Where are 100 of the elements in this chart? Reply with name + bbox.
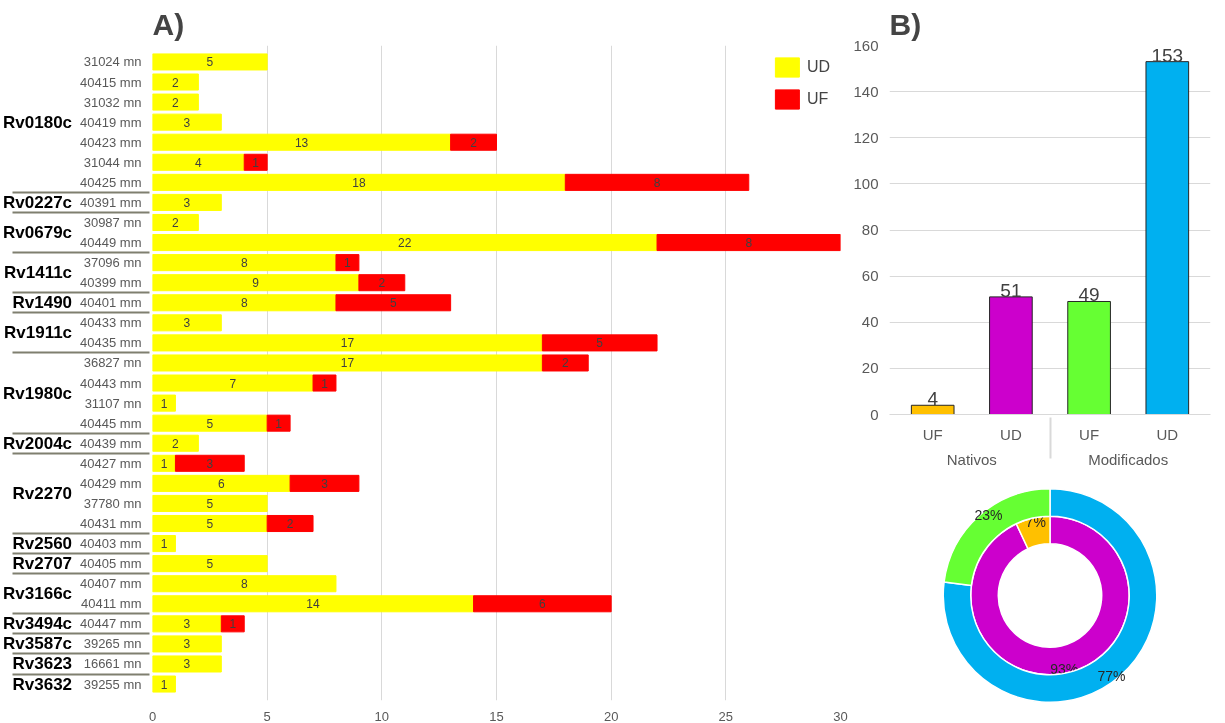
bar: [358, 274, 406, 292]
text: Rv3623: [12, 654, 73, 674]
x-tick-label: 20: [603, 708, 619, 723]
data-label: 2: [172, 215, 180, 230]
data-label: 3: [206, 456, 214, 471]
data-label: 2: [378, 276, 386, 291]
bar: [335, 254, 360, 272]
x-tick-label: 10: [374, 708, 390, 723]
text: Rv1411c: [4, 263, 73, 283]
data-label: 8: [653, 175, 661, 190]
y-tick-label: 60: [861, 267, 879, 285]
data-label: 9: [252, 276, 260, 291]
bar: [152, 394, 176, 412]
data-label: 1: [321, 376, 329, 391]
data-label: 5: [206, 55, 214, 70]
bar: [152, 153, 245, 171]
text: Rv2707: [12, 554, 73, 574]
data-label: 3: [183, 617, 191, 632]
y-tick-label: 40427 mm: [80, 455, 142, 471]
text: Rv3166c: [3, 584, 73, 604]
x-tick-label: UD: [1000, 425, 1022, 443]
text: Rv3632: [12, 674, 73, 694]
y-tick-label: 20: [861, 359, 879, 377]
bar: [152, 555, 268, 573]
y-tick-label: 80: [861, 221, 879, 238]
y-tick-label: 40431 mm: [80, 516, 142, 532]
bar: [910, 404, 955, 415]
y-tick-label: 40415 mm: [80, 74, 142, 90]
data-label: 5: [596, 336, 604, 351]
data-label: 1: [160, 677, 168, 692]
bar: [152, 294, 337, 312]
bar: [152, 474, 291, 492]
data-label: 49: [1078, 284, 1100, 306]
data-label: 51: [1000, 279, 1022, 301]
data-label: 3: [183, 657, 191, 672]
bar: [541, 334, 658, 352]
y-tick-label: 36827 mn: [83, 355, 142, 371]
data-label: 3: [183, 115, 191, 130]
bar: [243, 153, 268, 171]
y-tick-label: 40443 mm: [80, 375, 142, 391]
data-label: 3: [183, 316, 191, 331]
bar: [152, 494, 268, 512]
bar: [152, 635, 222, 653]
bar: [335, 294, 452, 312]
text: Nativos: [946, 450, 997, 468]
y-tick-label: 31044 mn: [83, 154, 142, 170]
data-label: 1: [229, 617, 237, 632]
bar: [289, 474, 360, 492]
chart-title: A): [152, 7, 185, 41]
data-label: 2: [172, 75, 180, 90]
data-label: 4: [195, 155, 203, 170]
bar: [152, 73, 199, 91]
x-tick-label: UD: [1156, 425, 1179, 443]
y-tick-label: 40435 mm: [80, 335, 142, 351]
legend-label: UD: [806, 58, 830, 76]
bar: [152, 374, 314, 392]
bar: [312, 374, 337, 392]
data-label: 3: [183, 637, 191, 652]
text: Modificados: [1088, 450, 1169, 468]
x-tick-label: 25: [718, 708, 734, 723]
data-label: 3: [183, 195, 191, 210]
bar: [174, 454, 245, 472]
bar: [266, 414, 291, 432]
y-tick-label: 40449 mm: [80, 235, 142, 251]
bar: [152, 314, 222, 332]
data-label: 1: [160, 537, 168, 552]
data-label: 8: [745, 236, 753, 251]
bar: [152, 113, 222, 131]
bar: [220, 615, 245, 633]
bar: [152, 434, 199, 452]
y-tick-label: 31107 mn: [84, 395, 142, 411]
x-tick-label: UF: [922, 425, 943, 443]
chart-title: B): [889, 7, 922, 41]
data-label: 8: [240, 256, 248, 271]
data-label: 18: [352, 175, 366, 190]
bar: [152, 93, 199, 111]
data-label: 3: [321, 476, 329, 491]
y-tick-label: 40425 mm: [80, 174, 142, 190]
y-tick-label: 40447 mm: [80, 616, 142, 632]
data-label: 5: [206, 496, 214, 511]
data-label: 1: [275, 416, 283, 431]
y-tick-label: 160: [853, 36, 879, 54]
bar: [152, 354, 543, 372]
data-label: 1: [344, 256, 352, 271]
y-tick-label: 40: [861, 313, 879, 331]
y-tick-label: 40439 mm: [80, 435, 142, 451]
data-label: 1: [252, 155, 260, 170]
data-label: 2: [172, 436, 180, 451]
y-tick-label: 40399 mm: [80, 275, 142, 291]
text: Rv0227c: [3, 192, 73, 212]
bar: [1145, 61, 1190, 415]
y-tick-label: 40419 mm: [80, 114, 142, 130]
y-tick-label: 37780 mn: [83, 495, 142, 511]
y-tick-label: 40405 mm: [80, 556, 142, 572]
data-label: 2: [172, 95, 180, 110]
bar: [564, 173, 750, 191]
y-tick-label: 31024 mn: [83, 54, 142, 70]
legend-label: UF: [806, 90, 829, 108]
data-label: 7: [229, 376, 237, 391]
data-label: 14: [306, 597, 321, 612]
